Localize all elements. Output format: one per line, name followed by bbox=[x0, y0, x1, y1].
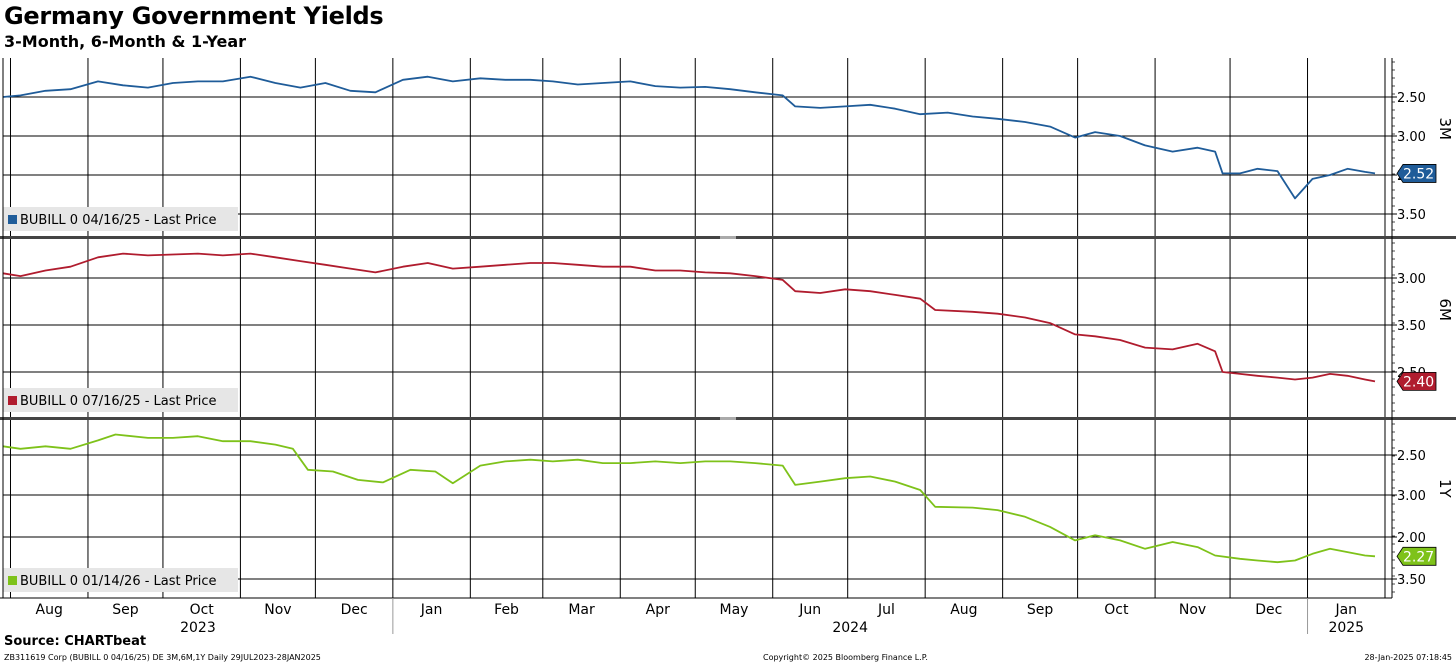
x-tick-label-month: Sep bbox=[1027, 602, 1054, 618]
axis-label: 6M bbox=[1436, 299, 1454, 322]
footer-timestamp: 28-Jan-2025 07:18:45 bbox=[1364, 653, 1452, 662]
y-tick-label: 2.50 bbox=[1397, 449, 1426, 464]
y-tick-label: 3.50 bbox=[1397, 319, 1426, 334]
x-tick-label-month: Aug bbox=[950, 602, 977, 618]
x-tick-label-month: Apr bbox=[646, 602, 670, 618]
y-tick-label: 2.00 bbox=[1397, 531, 1426, 546]
y-tick-label: 2.50 bbox=[1397, 91, 1426, 106]
legend-box bbox=[3, 568, 238, 592]
series-line-6M bbox=[2, 252, 1376, 383]
x-tick-label-month: Feb bbox=[494, 602, 519, 618]
panel-resize-handle bbox=[720, 236, 736, 239]
legend-label: BUBILL 0 04/16/25 - Last Price bbox=[20, 213, 216, 228]
series-line-1Y bbox=[2, 433, 1376, 564]
x-tick-label-month: Dec bbox=[341, 602, 368, 618]
x-tick-label-month: Sep bbox=[112, 602, 139, 618]
x-tick-label-month: Oct bbox=[190, 602, 215, 618]
x-tick-label-month: Jan bbox=[420, 602, 443, 618]
y-tick-label: 3.50 bbox=[1397, 208, 1426, 223]
axis-label: 3M bbox=[1436, 118, 1454, 141]
y-tick-label: 3.00 bbox=[1397, 272, 1426, 287]
last-value-label: 2.40 bbox=[1403, 374, 1434, 390]
y-tick-label: 3.00 bbox=[1397, 489, 1426, 504]
footer-ticker-info: ZB311619 Corp (BUBILL 0 04/16/25) DE 3M,… bbox=[4, 653, 321, 662]
y-tick-label: 3.00 bbox=[1397, 130, 1426, 145]
x-tick-label-month: Oct bbox=[1104, 602, 1129, 618]
x-tick-label-year: 2025 bbox=[1328, 620, 1364, 636]
footer-copyright: Copyright© 2025 Bloomberg Finance L.P. bbox=[763, 653, 928, 662]
legend-label: BUBILL 0 07/16/25 - Last Price bbox=[20, 394, 216, 409]
axis-label: 1Y bbox=[1436, 479, 1454, 499]
x-tick-label-month: Jun bbox=[798, 602, 821, 618]
y-tick-label: 3.50 bbox=[1397, 573, 1426, 588]
chart-title: Germany Government Yields bbox=[4, 2, 384, 30]
last-value-tag bbox=[1396, 164, 1437, 183]
series-line-3M bbox=[2, 75, 1376, 200]
legend-swatch bbox=[8, 396, 17, 405]
x-tick-label-month: Dec bbox=[1255, 602, 1282, 618]
last-value-tag bbox=[1396, 372, 1437, 391]
x-tick-label-month: Aug bbox=[36, 602, 63, 618]
x-tick-label-year: 2023 bbox=[180, 620, 216, 636]
x-tick-label-month: May bbox=[720, 602, 749, 618]
legend-swatch bbox=[8, 576, 17, 585]
x-tick-label-month: Nov bbox=[1179, 602, 1206, 618]
legend-box bbox=[3, 388, 238, 412]
chart-subtitle: 3-Month, 6-Month & 1-Year bbox=[4, 32, 247, 51]
panel-resize-handle bbox=[720, 417, 736, 420]
legend-box bbox=[3, 207, 238, 231]
legend-label: BUBILL 0 01/14/26 - Last Price bbox=[20, 574, 216, 589]
x-tick-label-month: Nov bbox=[264, 602, 291, 618]
last-value-label: 2.27 bbox=[1403, 549, 1434, 565]
last-value-tag bbox=[1396, 546, 1437, 566]
legend-swatch bbox=[8, 215, 17, 224]
source-note: Source: CHARTbeat bbox=[4, 634, 147, 649]
x-tick-label-month: Jul bbox=[877, 602, 895, 618]
x-tick-label-month: Jan bbox=[1334, 602, 1357, 618]
x-tick-label-year: 2024 bbox=[832, 620, 868, 636]
last-value-label: 2.52 bbox=[1403, 166, 1434, 182]
x-tick-label-month: Mar bbox=[568, 602, 595, 618]
